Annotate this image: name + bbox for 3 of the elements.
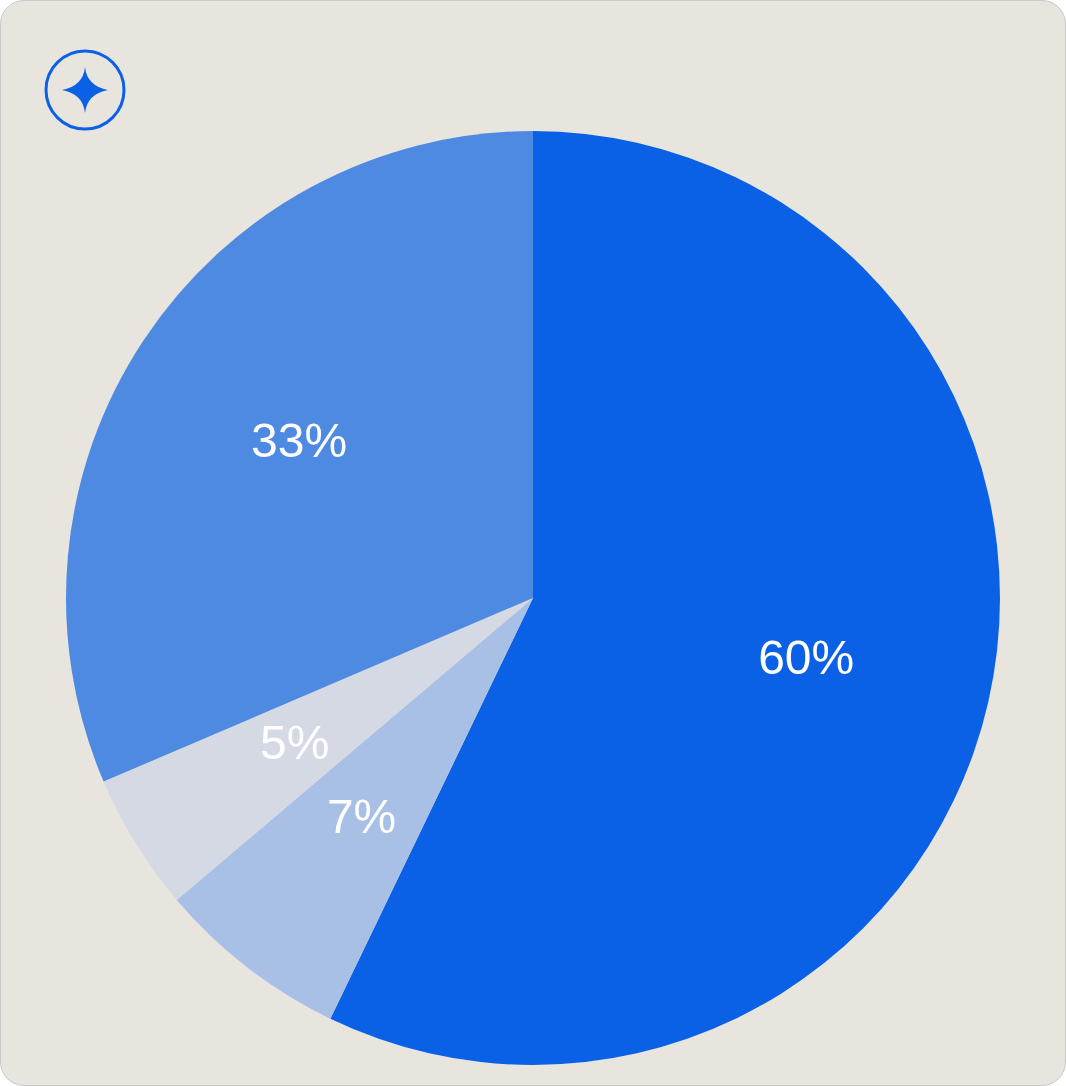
data-label: 7% [326,789,397,843]
data-label: 60% [758,630,855,684]
data-label: 33% [251,413,348,467]
